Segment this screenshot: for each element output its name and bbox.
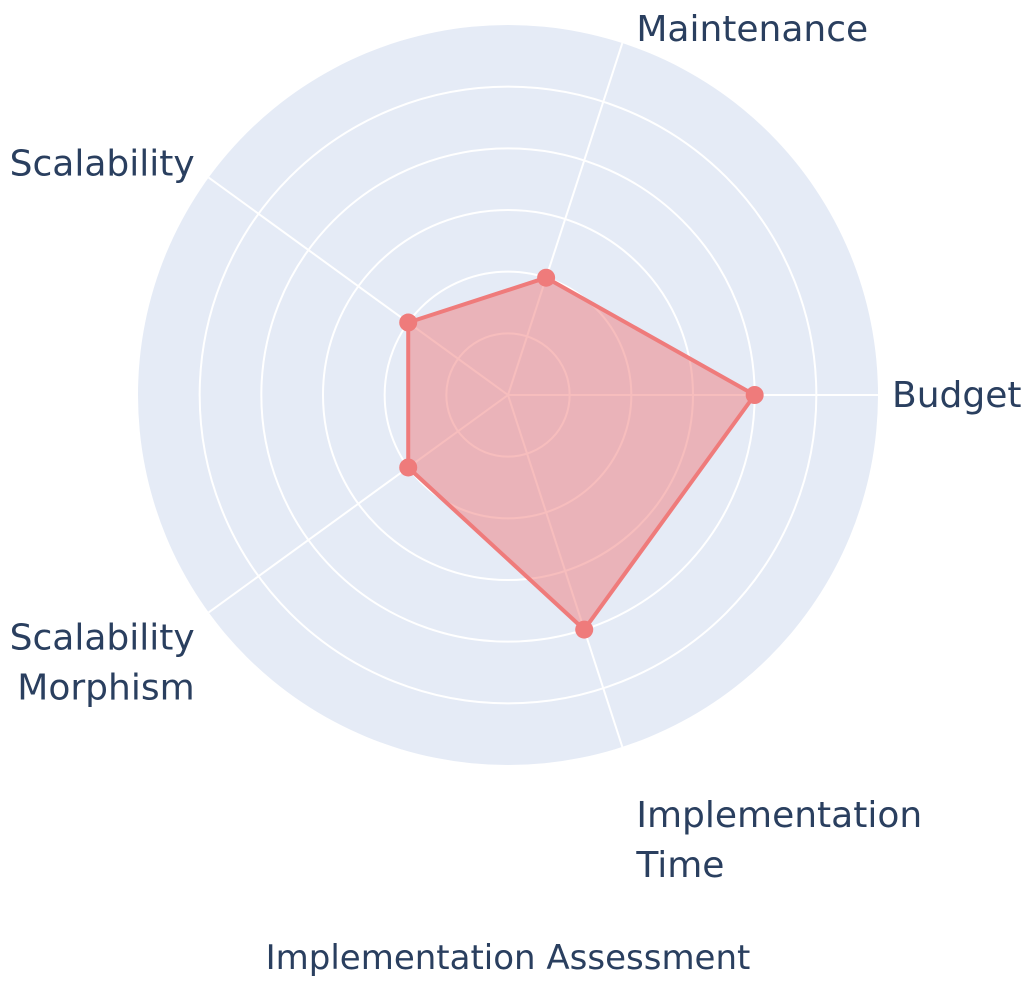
axis-label-line: Implementation <box>636 795 922 836</box>
series-area <box>406 275 757 632</box>
data-point-0 <box>745 386 764 404</box>
axis-label-2: Scalability <box>10 144 195 185</box>
axis-label-line: Budget <box>892 375 1021 416</box>
chart-title: Implementation Assessment <box>266 938 751 978</box>
axis-labels: Budget Maintenance Scalability Scalability M… <box>10 9 1022 886</box>
data-point-3 <box>399 458 418 477</box>
axis-label-3: Scalability Morphism <box>10 617 195 708</box>
axis-label-line: Maintenance <box>636 9 868 50</box>
axis-label-line: Morphism <box>17 667 194 708</box>
axis-label-1: Maintenance <box>636 9 868 50</box>
axis-label-4: Implementation Time <box>635 795 922 886</box>
axis-label-line: Scalability <box>10 617 195 658</box>
data-point-1 <box>537 268 556 287</box>
data-point-2 <box>399 313 418 332</box>
data-point-4 <box>575 620 594 639</box>
axis-label-line: Scalability <box>10 144 195 185</box>
axis-label-line: Time <box>635 845 724 886</box>
axis-label-0: Budget <box>892 375 1021 416</box>
series-points <box>399 268 764 639</box>
